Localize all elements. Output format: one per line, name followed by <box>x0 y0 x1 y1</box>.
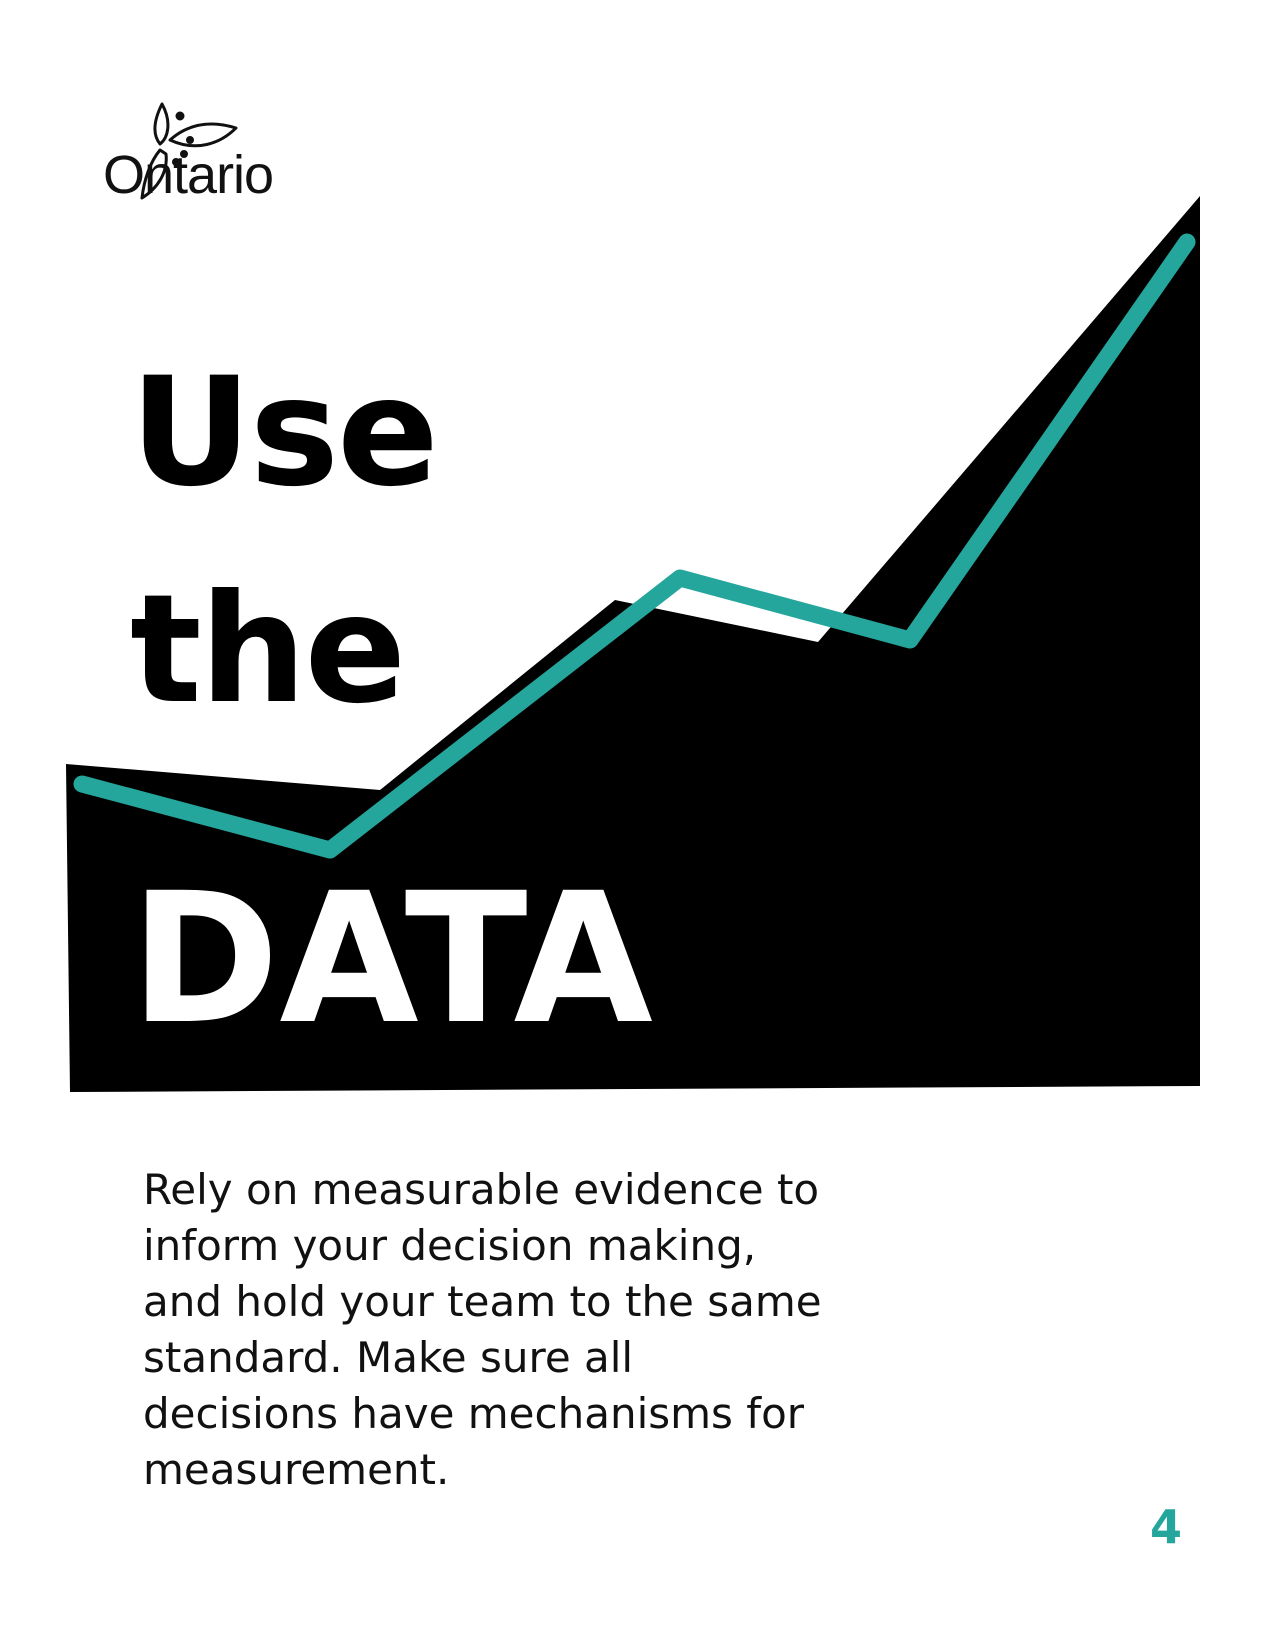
trend-line <box>73 233 1196 859</box>
title-word-data: DATA <box>130 855 653 1064</box>
chart-highlight-stroke <box>378 593 813 786</box>
brand-name: Ontario <box>103 145 274 205</box>
ontario-logo <box>140 100 440 210</box>
rising-chart-graphic <box>66 196 1200 1092</box>
title-word-use: Use <box>130 346 439 520</box>
trillium-icon <box>140 102 238 200</box>
page-number: 4 <box>1149 1500 1182 1554</box>
title-word-the: the <box>130 563 406 737</box>
body-paragraph: Rely on measurable evidence to inform yo… <box>143 1165 822 1494</box>
chart-area-shape <box>66 196 1200 1092</box>
